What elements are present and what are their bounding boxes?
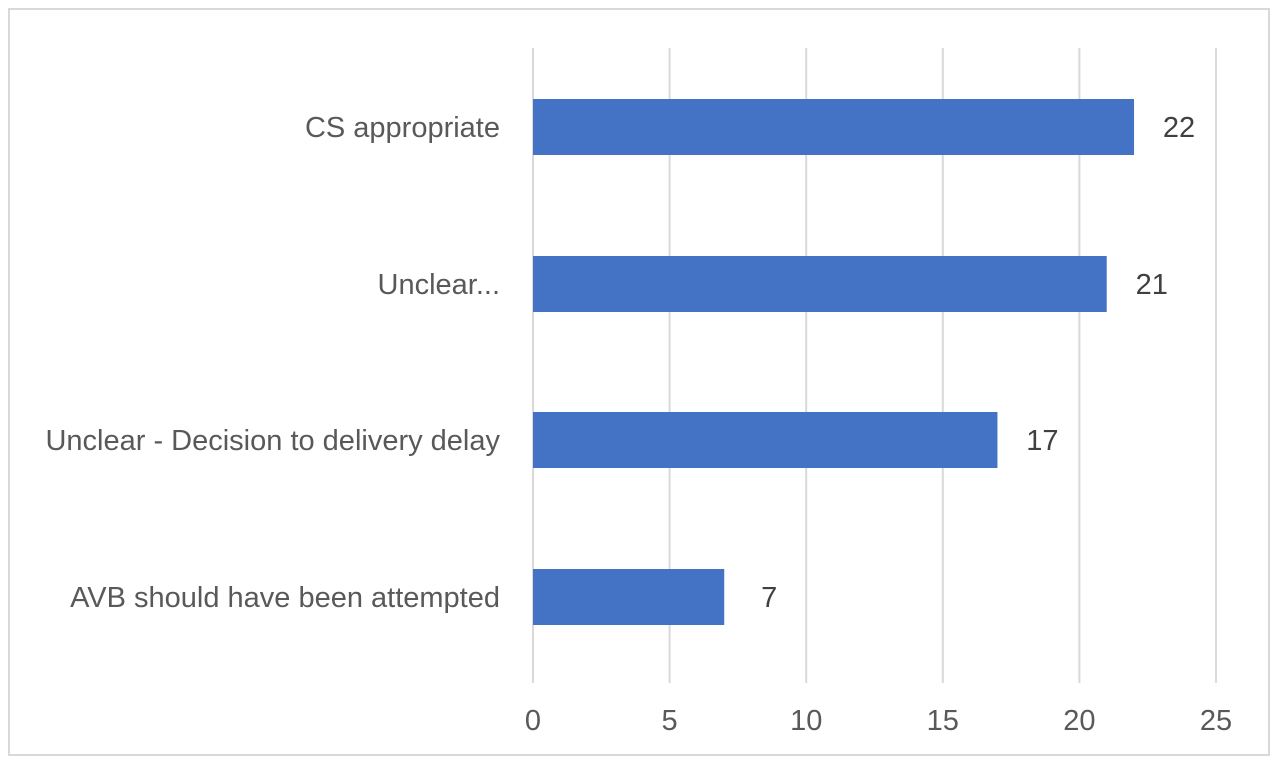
bars <box>533 99 1135 625</box>
x-tick-label: 15 <box>927 705 959 737</box>
bar <box>533 256 1107 312</box>
category-label: Unclear... <box>378 269 501 301</box>
x-tick-label: 0 <box>525 705 541 737</box>
category-label: CS appropriate <box>305 112 500 144</box>
data-labels: 22 21 17 7 <box>761 112 1195 614</box>
data-label: 21 <box>1136 269 1168 301</box>
x-tick-label: 20 <box>1063 705 1095 737</box>
data-label: 17 <box>1026 425 1058 457</box>
bar <box>533 412 998 468</box>
x-tick-label: 10 <box>790 705 822 737</box>
category-labels: CS appropriate Unclear... Unclear - Decisi… <box>45 112 500 614</box>
data-label: 7 <box>761 582 777 614</box>
data-label: 22 <box>1163 112 1195 144</box>
bar <box>533 569 725 625</box>
category-label: Unclear - Decision to delivery delay <box>45 425 500 457</box>
x-axis-tick-labels: 0 5 10 15 20 25 <box>525 705 1232 737</box>
category-label: AVB should have been attempted <box>70 582 500 614</box>
bar <box>533 99 1135 155</box>
x-tick-label: 25 <box>1200 705 1232 737</box>
x-tick-label: 5 <box>662 705 678 737</box>
